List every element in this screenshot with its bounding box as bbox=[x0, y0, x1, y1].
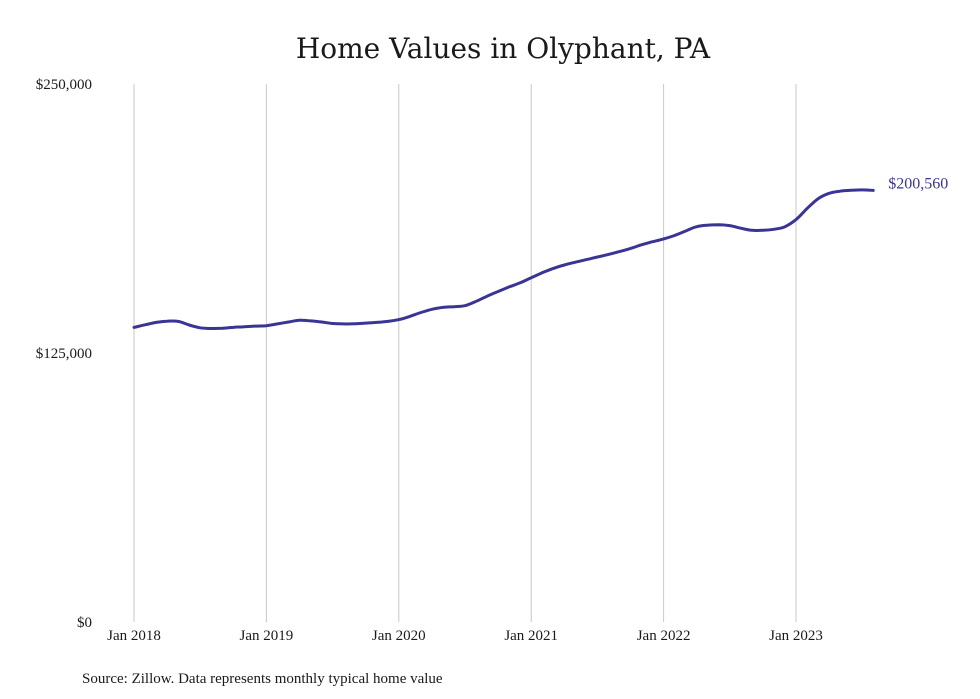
y-axis-ticks: $0 $125,000 $250,000 bbox=[36, 77, 92, 631]
x-tick-label: Jan 2018 bbox=[107, 628, 161, 644]
x-tick-label: Jan 2022 bbox=[637, 628, 691, 644]
series-line bbox=[132, 188, 875, 330]
chart-title: Home Values in Olyphant, PA bbox=[296, 32, 711, 65]
y-tick-label: $250,000 bbox=[36, 77, 92, 93]
x-gridlines bbox=[133, 84, 797, 622]
end-value-label: $200,560 bbox=[888, 175, 948, 192]
x-tick-label: Jan 2019 bbox=[240, 628, 294, 644]
x-tick-label: Jan 2020 bbox=[372, 628, 426, 644]
x-axis-ticks: Jan 2018 Jan 2019 Jan 2020 Jan 2021 Jan 2022… bbox=[107, 628, 823, 644]
y-tick-label: $125,000 bbox=[36, 346, 92, 362]
y-tick-label: $0 bbox=[77, 615, 92, 631]
x-tick-label: Jan 2023 bbox=[769, 628, 823, 644]
x-tick-label: Jan 2021 bbox=[504, 628, 558, 644]
source-note: Source: Zillow. Data represents monthly … bbox=[82, 671, 443, 687]
